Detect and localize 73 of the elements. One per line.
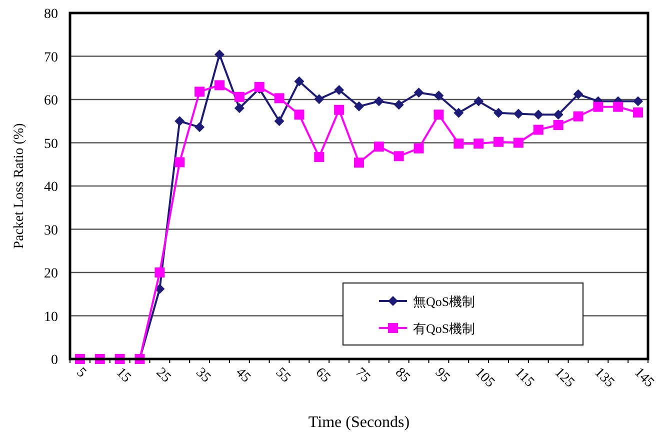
- point: [633, 96, 644, 106]
- y-tick-label: 40: [44, 180, 58, 195]
- x-tick-label: 135: [591, 365, 617, 391]
- y-tick-label: 10: [44, 310, 58, 325]
- point: [154, 268, 165, 278]
- x-tick-label: 105: [472, 365, 498, 391]
- point: [573, 89, 584, 100]
- point: [513, 138, 524, 148]
- point: [294, 76, 304, 86]
- point: [533, 124, 544, 135]
- point: [613, 102, 624, 112]
- point: [553, 110, 564, 120]
- point: [533, 110, 544, 120]
- y-axis-title: Packet Loss Ratio (%): [12, 122, 27, 249]
- point: [414, 88, 424, 98]
- point: [374, 96, 384, 106]
- x-tick-label: 65: [312, 365, 333, 386]
- point: [174, 157, 185, 168]
- x-tick-label: 55: [272, 365, 293, 386]
- point: [194, 122, 205, 132]
- point: [434, 110, 444, 120]
- point: [454, 108, 464, 118]
- y-tick-label: 50: [44, 136, 58, 152]
- x-tick-label: 75: [352, 365, 373, 386]
- point: [494, 136, 504, 147]
- point: [454, 138, 464, 149]
- point: [494, 108, 504, 118]
- x-tick-label: 125: [551, 365, 577, 391]
- x-tick-label: 95: [432, 365, 452, 386]
- x-tick-label: 115: [512, 365, 537, 390]
- point: [194, 86, 205, 97]
- y-tick-label: 80: [44, 7, 58, 22]
- y-tick-label: 30: [44, 223, 58, 238]
- point: [354, 158, 364, 168]
- point: [573, 111, 584, 122]
- point: [334, 104, 344, 115]
- legend-label: 有QoS機制: [413, 321, 476, 336]
- point: [314, 152, 324, 162]
- point: [234, 92, 244, 102]
- point: [474, 96, 484, 106]
- point: [314, 94, 324, 104]
- point: [394, 100, 404, 110]
- point: [593, 102, 604, 112]
- x-tick-label: 45: [232, 365, 254, 386]
- x-tick-label: 85: [392, 365, 413, 386]
- x-tick-label: 15: [113, 365, 134, 386]
- point: [354, 101, 364, 112]
- x-tick-label: 145: [631, 365, 657, 391]
- point: [474, 138, 484, 149]
- point: [274, 116, 284, 126]
- point: [234, 103, 244, 114]
- point: [214, 50, 224, 60]
- point: [394, 151, 404, 162]
- point: [294, 110, 304, 120]
- point: [414, 143, 424, 154]
- legend-label: 無QoS機制: [413, 294, 476, 309]
- point: [174, 116, 185, 126]
- point: [374, 142, 384, 152]
- x-axis-title: Time (Seconds): [308, 414, 410, 431]
- point: [274, 93, 284, 104]
- x-tick-label: 25: [152, 365, 174, 386]
- x-tick-label: 35: [192, 365, 214, 386]
- point: [633, 107, 644, 118]
- x-tick-label: 5: [73, 365, 89, 381]
- y-tick-label: 70: [44, 50, 58, 66]
- y-tick-label: 60: [44, 94, 58, 108]
- point: [434, 90, 444, 101]
- y-tick-label: 20: [44, 266, 58, 282]
- point: [553, 120, 564, 130]
- y-tick-label: 0: [51, 353, 58, 368]
- point: [513, 108, 524, 119]
- point: [214, 80, 224, 90]
- point: [334, 84, 344, 95]
